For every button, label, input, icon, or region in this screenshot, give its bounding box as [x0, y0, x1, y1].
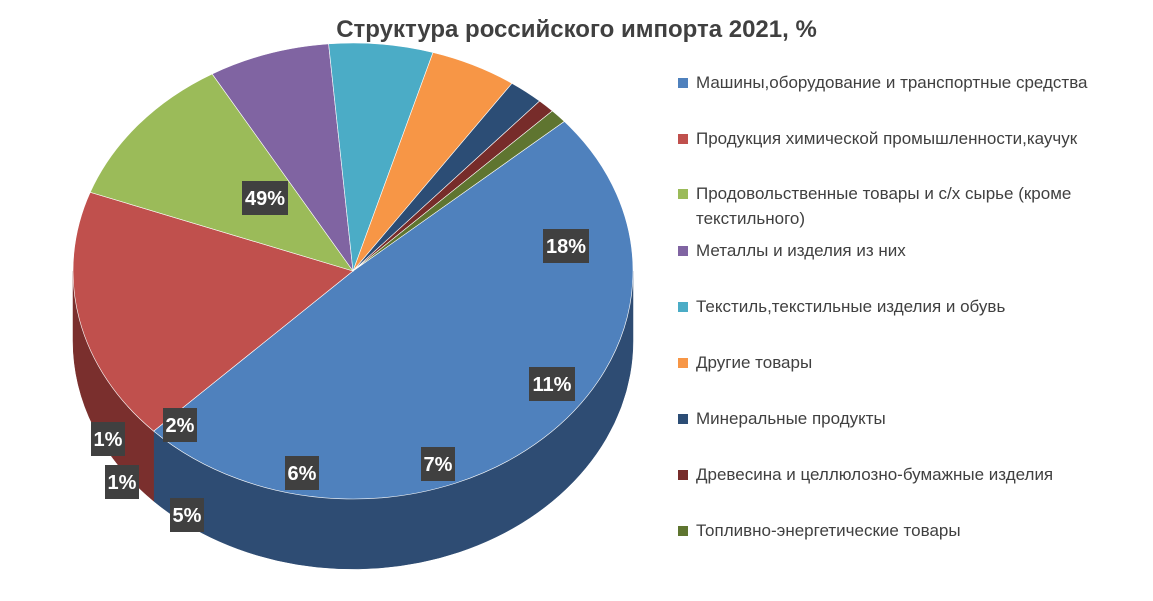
- legend-item: Текстиль,текстильные изделия и обувь: [678, 294, 1148, 319]
- data-label-text: 18%: [546, 236, 586, 258]
- legend-item: Минеральные продукты: [678, 406, 1148, 431]
- legend-label: Металлы и изделия из них: [696, 241, 906, 260]
- legend-item: Другие товары: [678, 350, 1148, 375]
- data-label-box: [285, 456, 319, 490]
- data-label-text: 1%: [108, 472, 137, 494]
- data-label-box: [543, 229, 589, 263]
- data-label: 49%: [242, 181, 288, 215]
- data-label: 2%: [163, 408, 197, 442]
- legend-swatch: [678, 78, 688, 88]
- legend-swatch: [678, 470, 688, 480]
- pie-slice: [352, 110, 565, 272]
- data-label-text: 11%: [533, 374, 572, 396]
- data-label-text: 6%: [288, 463, 317, 485]
- legend-label: Минеральные продукты: [696, 409, 886, 428]
- data-label-box: [529, 367, 575, 401]
- legend-swatch: [678, 358, 688, 368]
- data-label-text: 7%: [424, 454, 453, 476]
- legend-swatch: [678, 414, 688, 424]
- data-label-box: [170, 498, 204, 532]
- data-label-box: [91, 422, 125, 456]
- data-label-text: 49%: [245, 188, 285, 210]
- pie-slice: [72, 191, 354, 432]
- legend-label: Другие товары: [696, 353, 813, 372]
- data-label: 18%: [543, 229, 589, 263]
- chart-title: Структура российского импорта 2021, %: [336, 16, 817, 43]
- legend-swatch: [678, 246, 688, 256]
- legend-swatch: [678, 189, 688, 199]
- legend-label: Продовольственные товары и с/х сырье (кр…: [696, 184, 1072, 228]
- legend-swatch: [678, 134, 688, 144]
- data-label-text: 5%: [173, 505, 202, 527]
- legend-label: Древесина и целлюлозно-бумажные изделия: [696, 465, 1054, 484]
- data-label: 11%: [529, 367, 575, 401]
- legend-swatch: [678, 302, 688, 312]
- data-label-text: 2%: [166, 415, 195, 437]
- data-label-text: 1%: [94, 429, 123, 451]
- pie-slice: [153, 121, 634, 500]
- legend-label: Продукция химической промышленности,кауч…: [696, 129, 1078, 148]
- legend-item: Древесина и целлюлозно-бумажные изделия: [678, 462, 1148, 487]
- data-label: 7%: [421, 447, 455, 481]
- pie-slice: [89, 73, 354, 272]
- data-label: 1%: [105, 465, 139, 499]
- legend-label: Текстиль,текстильные изделия и обувь: [696, 297, 1006, 316]
- data-label: 5%: [170, 498, 204, 532]
- legend-item: Машины,оборудование и транспортные средс…: [678, 70, 1148, 95]
- data-label-box: [421, 447, 455, 481]
- legend-label: Топливно-энергетические товары: [696, 521, 961, 540]
- legend-item: Металлы и изделия из них: [678, 238, 1148, 263]
- pie-slice: [211, 43, 354, 273]
- data-label: 1%: [91, 422, 125, 456]
- legend-swatch: [678, 526, 688, 536]
- data-label-box: [105, 465, 139, 499]
- data-label-box: [163, 408, 197, 442]
- legend-item: Продовольственные товары и с/х сырье (кр…: [678, 181, 1148, 231]
- legend-item: Топливно-энергетические товары: [678, 518, 1148, 543]
- legend-label: Машины,оборудование и транспортные средс…: [696, 73, 1088, 92]
- data-label-box: [242, 181, 288, 215]
- data-label: 6%: [285, 456, 319, 490]
- legend-item: Продукция химической промышленности,кауч…: [678, 126, 1148, 151]
